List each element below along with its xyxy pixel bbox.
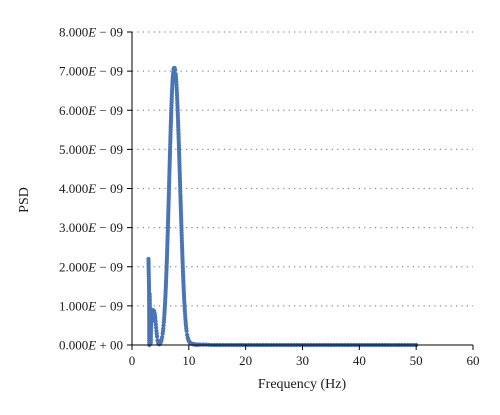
- data-point: [160, 335, 165, 340]
- x-tick-label: 20: [239, 353, 252, 368]
- data-point: [153, 322, 158, 327]
- x-tick-label: 10: [182, 353, 195, 368]
- x-tick-group: 0 10 20 30 40 50 60: [129, 345, 480, 368]
- data-point: [153, 319, 158, 324]
- y-tick-label: 3.000E − 09: [59, 220, 123, 235]
- y-tick-label: 7.000E − 09: [59, 64, 123, 79]
- x-tick-label: 30: [296, 353, 309, 368]
- y-tick-group: 0.000E + 00 1.000E − 09 2.000E − 09 3.000E …: [59, 25, 132, 353]
- x-axis-label: Frequency (Hz): [258, 377, 347, 392]
- x-tick-label: 60: [467, 353, 480, 368]
- series-layer: [146, 65, 419, 348]
- y-tick-label: 5.000E − 09: [59, 142, 123, 157]
- data-point: [184, 328, 189, 334]
- data-point: [153, 316, 158, 321]
- data-point: [161, 323, 166, 328]
- y-tick-label: 8.000E − 09: [59, 25, 123, 40]
- x-tick-label: 50: [410, 353, 423, 368]
- y-tick-label: 2.000E − 09: [59, 259, 123, 274]
- data-point: [154, 325, 159, 330]
- series-line: [147, 67, 417, 346]
- y-tick-label: 4.000E − 09: [59, 181, 123, 196]
- y-tick-label: 6.000E − 09: [59, 103, 123, 118]
- data-point: [154, 334, 160, 339]
- data-point: [161, 326, 166, 331]
- y-tick-label: 1.000E − 09: [59, 298, 123, 313]
- x-tick-label: 40: [353, 353, 366, 368]
- data-point: [173, 67, 178, 73]
- y-tick-label: 0.000E + 00: [59, 338, 123, 353]
- x-tick-label: 0: [129, 353, 136, 368]
- y-axis-label: PSD: [17, 187, 32, 213]
